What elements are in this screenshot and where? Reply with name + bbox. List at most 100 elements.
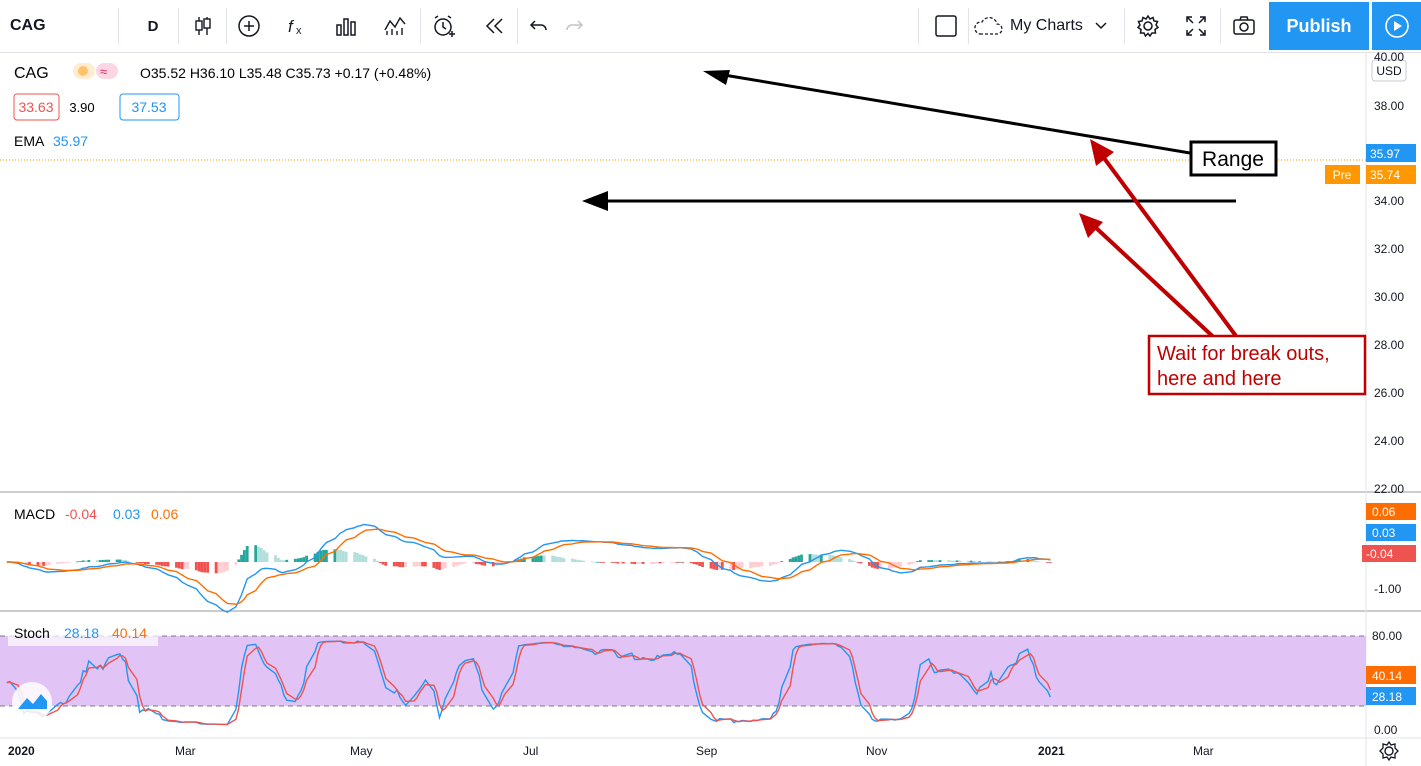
macd-bar	[455, 562, 458, 566]
macd-bar	[305, 555, 308, 562]
macd-bar	[146, 562, 150, 565]
macd-bar	[534, 556, 538, 562]
macd-bar	[582, 560, 586, 562]
macd-bar	[551, 555, 555, 562]
bar-chart-icon[interactable]	[326, 0, 366, 52]
macd-bar	[938, 560, 942, 562]
redo-icon[interactable]	[554, 0, 594, 52]
macd-bar	[158, 562, 161, 566]
layout-icon[interactable]	[926, 0, 966, 52]
symbol-search-button[interactable]: CAG	[10, 0, 70, 52]
macd-bar	[978, 561, 982, 563]
symbol-label: CAG	[10, 17, 46, 34]
macd-bar	[653, 562, 656, 564]
undo-icon[interactable]	[519, 0, 559, 52]
gear-icon[interactable]	[1128, 0, 1168, 52]
macd-scale[interactable]: 0.06 0.03 -0.04 -1.00	[1362, 503, 1416, 596]
macd-bar	[689, 562, 693, 564]
macd-bar	[472, 562, 475, 564]
chart-area[interactable]: Range Wait for break outs, here and here…	[0, 52, 1421, 766]
macd-bar	[274, 555, 277, 562]
macd-bar	[296, 558, 300, 562]
alert-icon[interactable]	[424, 0, 464, 52]
macd-bar	[918, 560, 922, 562]
publish-button[interactable]: Publish	[1269, 2, 1369, 50]
range-label: Range	[1202, 148, 1264, 171]
macd-bar	[613, 562, 617, 563]
time-label: Mar	[175, 744, 196, 758]
macd-bar	[259, 547, 263, 562]
macd-bar	[633, 562, 637, 565]
templates-icon[interactable]	[375, 0, 415, 52]
macd-bar	[602, 562, 605, 563]
stoch-scale[interactable]: 80.00 40.14 28.18 0.00	[1366, 629, 1416, 737]
macd-bar	[754, 562, 758, 567]
macd-bar	[214, 562, 218, 574]
macd-bar	[1029, 559, 1032, 562]
price-tick: 40.00	[1374, 52, 1404, 64]
macd-bar	[500, 562, 504, 565]
interval-label: D	[147, 17, 159, 35]
macd-bar	[958, 560, 962, 562]
price-tick: 38.00	[1374, 99, 1404, 113]
macd-bar	[226, 562, 229, 571]
macd-bar	[749, 562, 752, 569]
candles-icon[interactable]	[183, 0, 223, 52]
macd-bar	[257, 546, 260, 562]
macd-line	[6, 523, 1051, 613]
camera-icon[interactable]	[1224, 0, 1264, 52]
note-box[interactable]: Wait for break outs, here and here	[1147, 334, 1367, 396]
macd-bar	[78, 561, 82, 562]
macd-bar	[141, 562, 144, 564]
add-indicator-icon[interactable]	[229, 0, 269, 52]
macd-bar	[443, 562, 447, 569]
time-label: Sep	[696, 744, 718, 758]
interval-button[interactable]: D	[134, 0, 172, 52]
main-legend: CAG ≈ O35.52 H36.10 L35.48 C35.73 +0.17 …	[13, 63, 431, 149]
macd-bar	[709, 562, 713, 569]
macd-bar	[817, 554, 820, 562]
macd-bar	[316, 551, 320, 562]
macd-bar	[175, 562, 178, 568]
macd-bar	[503, 562, 506, 564]
macd-bar	[811, 554, 815, 562]
macd-value: 0.03	[113, 506, 140, 522]
macd-bar	[590, 561, 594, 563]
ema-badge: 35.97	[1370, 147, 1400, 161]
macd-bar	[293, 558, 297, 562]
macd-bar	[661, 562, 665, 563]
macd-bar	[819, 554, 823, 562]
macd-tick: -1.00	[1374, 582, 1402, 596]
time-axis[interactable]: 2020 Mar May Jul Sep Nov 2021 Mar	[8, 744, 1214, 758]
my-charts-button[interactable]: My Charts	[972, 0, 1122, 52]
macd-bar	[800, 554, 803, 562]
fullscreen-icon[interactable]	[1176, 0, 1216, 52]
macd-bar	[616, 562, 620, 564]
macd-bar	[135, 562, 139, 563]
macd-bar	[851, 560, 854, 562]
macd-bar	[107, 559, 111, 562]
price-scale[interactable]: USD 40.00 38.00 34.00 32.00 30.00 28.00 …	[1325, 52, 1416, 496]
macd-bar	[392, 562, 396, 567]
macd-bar	[324, 549, 328, 562]
ema-label: EMA	[14, 133, 45, 149]
macd-bar	[576, 560, 580, 562]
macd-bar	[1037, 561, 1041, 563]
macd-bar	[155, 562, 159, 565]
stoch-badge-k: 28.18	[1372, 690, 1402, 704]
macd-bar	[853, 561, 857, 563]
bid-price: 33.63	[18, 99, 53, 115]
note-line-2: here and here	[1157, 368, 1282, 390]
range-label-box[interactable]: Range	[1189, 140, 1278, 177]
settings-gear-icon[interactable]	[1379, 740, 1399, 762]
play-icon[interactable]	[1372, 2, 1421, 50]
macd-bar	[715, 562, 719, 571]
macd-bar	[412, 562, 416, 567]
replay-icon[interactable]	[474, 0, 514, 52]
macd-bar	[339, 549, 342, 562]
macd-bar	[899, 562, 902, 567]
macd-bar	[364, 556, 368, 562]
resistance-line[interactable]	[711, 71, 1191, 155]
macd-bar	[1031, 559, 1035, 562]
